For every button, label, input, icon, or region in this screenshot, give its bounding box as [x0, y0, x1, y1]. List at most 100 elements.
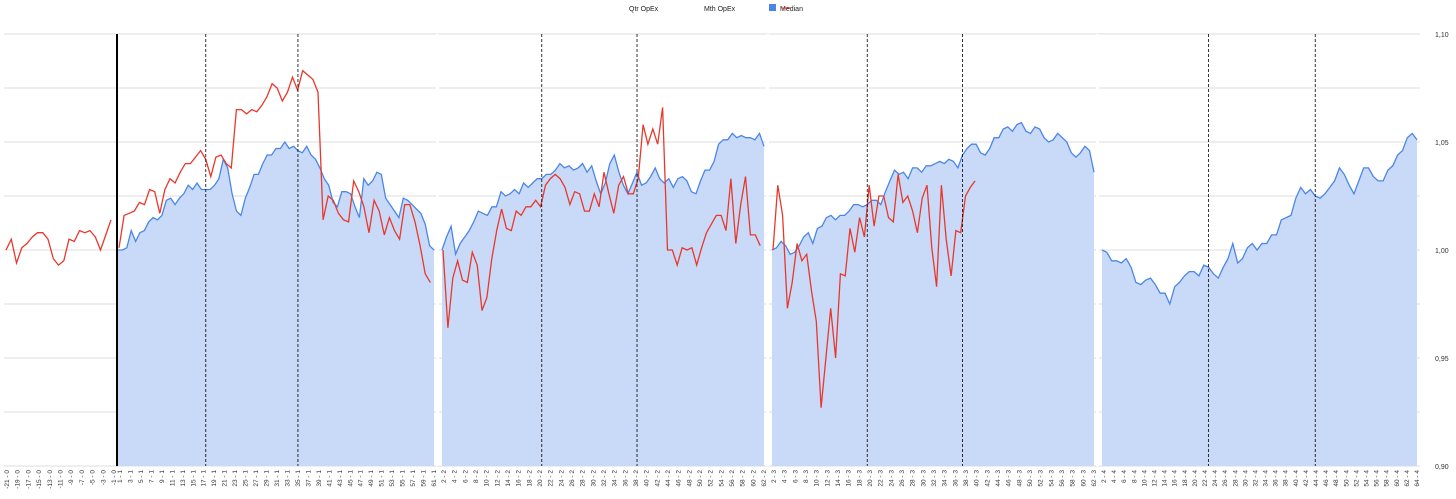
- median-area-series: [118, 121, 1418, 466]
- x-tick-label: 33 - 1: [285, 470, 292, 487]
- x-tick-label: 32 - 3: [931, 470, 938, 487]
- x-tick-label: 61 - 1: [431, 470, 438, 487]
- x-tick-label: 54 - 3: [1048, 470, 1055, 487]
- x-tick-label: 28 - 3: [910, 470, 917, 487]
- x-tick-label: 60 - 3: [1080, 470, 1087, 487]
- y-axis-ticks: 1,10 1,05 1,00 0,95 0,90: [1435, 32, 1449, 471]
- x-tick-label: 57 - 1: [410, 470, 417, 487]
- x-tick-label: 20 - 3: [867, 470, 874, 487]
- x-tick-label: 8 - 3: [803, 470, 810, 483]
- y-tick-label: 1,00: [1435, 248, 1449, 255]
- x-tick-label: 34 - 2: [612, 470, 619, 487]
- x-tick-label: 46 - 2: [676, 470, 683, 487]
- x-tick-label: 6 - 3: [792, 470, 799, 483]
- legend-label: Qtr OpEx: [629, 6, 659, 13]
- red-line: [772, 174, 976, 408]
- x-tick-label: 37 - 1: [305, 470, 312, 487]
- x-tick-label: 54 - 2: [718, 470, 725, 487]
- x-tick-label: 18 - 4: [1182, 470, 1189, 487]
- x-tick-label: 50 - 2: [697, 470, 704, 487]
- median-line: [441, 132, 765, 257]
- x-tick-label: 24 - 4: [1212, 470, 1219, 487]
- x-tick-label: 52 - 4: [1353, 470, 1360, 487]
- x-tick-label: 48 - 4: [1333, 470, 1340, 487]
- x-tick-label: -15 - 0: [36, 470, 43, 489]
- legend-item-0[interactable]: Qtr OpEx: [629, 6, 659, 13]
- x-tick-label: 42 - 3: [984, 470, 991, 487]
- x-tick-label: -11 - 0: [58, 470, 65, 489]
- x-tick-label: 16 - 2: [516, 470, 523, 487]
- x-tick-label: 19 - 1: [211, 470, 218, 487]
- segment-dividers: [116, 34, 1316, 466]
- x-tick-label: 38 - 4: [1283, 470, 1290, 487]
- x-tick-label: 39 - 1: [316, 470, 323, 487]
- median-area-fill: [1102, 133, 1417, 466]
- x-tick-label: 35 - 1: [295, 470, 302, 487]
- median-line: [771, 121, 1095, 256]
- x-tick-label: 50 - 3: [1027, 470, 1034, 487]
- x-tick-label: 38 - 2: [633, 470, 640, 487]
- red-line-series: [5, 69, 976, 408]
- x-tick-label: 55 - 1: [400, 470, 407, 487]
- x-tick-label: 16 - 4: [1172, 470, 1179, 487]
- x-tick-label: 42 - 4: [1303, 470, 1310, 487]
- x-tick-label: 52 - 3: [1038, 470, 1045, 487]
- red-line: [442, 107, 761, 328]
- x-tick-label: 32 - 4: [1253, 470, 1260, 487]
- x-tick-label: 23 - 1: [232, 470, 239, 487]
- x-tick-label: 26 - 2: [569, 470, 576, 487]
- x-tick-label: 6 - 4: [1121, 470, 1128, 483]
- x-tick-label: -21 - 0: [4, 470, 11, 489]
- x-tick-label: 56 - 3: [1059, 470, 1066, 487]
- x-tick-label: 27 - 1: [253, 470, 260, 487]
- x-tick-label: 58 - 2: [740, 470, 747, 487]
- x-tick-label: -5 - 0: [90, 470, 97, 486]
- x-tick-label: 12 - 3: [824, 470, 831, 487]
- x-tick-label: 46 - 3: [1006, 470, 1013, 487]
- x-tick-label: 48 - 2: [686, 470, 693, 487]
- x-tick-label: 48 - 3: [1016, 470, 1023, 487]
- x-tick-label: 34 - 3: [942, 470, 949, 487]
- x-tick-label: 2 - 2: [441, 470, 448, 483]
- x-tick-label: 13 - 1: [180, 470, 187, 487]
- x-tick-label: 11 - 1: [169, 470, 176, 487]
- x-tick-label: 16 - 3: [846, 470, 853, 487]
- x-tick-label: -9 - 0: [68, 470, 75, 486]
- x-tick-label: 56 - 4: [1374, 470, 1381, 487]
- x-tick-label: 1 - 1: [117, 470, 124, 483]
- x-tick-label: 47 - 1: [358, 470, 365, 487]
- x-tick-label: 20 - 4: [1192, 470, 1199, 487]
- x-tick-label: 60 - 4: [1394, 470, 1401, 487]
- x-tick-label: 60 - 2: [750, 470, 757, 487]
- x-tick-label: 17 - 1: [201, 470, 208, 487]
- legend-item-1[interactable]: Mth OpEx: [704, 6, 736, 13]
- x-tick-label: 6 - 2: [462, 470, 469, 483]
- x-tick-label: 2 - 3: [771, 470, 778, 483]
- median-area-fill: [442, 133, 764, 466]
- x-tick-label: 12 - 2: [494, 470, 501, 487]
- x-tick-label: 22 - 3: [878, 470, 885, 487]
- x-tick-label: 15 - 1: [190, 470, 197, 487]
- x-tick-label: 52 - 2: [708, 470, 715, 487]
- y-tick-label: 0,95: [1435, 356, 1449, 363]
- x-tick-label: 62 - 2: [761, 470, 768, 487]
- x-tick-label: 62 - 4: [1404, 470, 1411, 487]
- legend[interactable]: Qtr OpEx Mth OpEx Median: [629, 4, 803, 13]
- legend-label: Mth OpEx: [704, 6, 736, 13]
- y-tick-label: 1,05: [1435, 140, 1449, 147]
- x-tick-label: -3 - 0: [100, 470, 107, 486]
- y-tick-label: 0,90: [1435, 464, 1449, 471]
- x-tick-label: 38 - 3: [963, 470, 970, 487]
- x-tick-label: 10 - 3: [814, 470, 821, 487]
- x-tick-label: 64 - 4: [1414, 470, 1421, 487]
- x-tick-label: 14 - 3: [835, 470, 842, 487]
- legend-label: Median: [780, 6, 803, 13]
- x-tick-label: 41 - 1: [326, 470, 333, 487]
- x-tick-label: 42 - 2: [654, 470, 661, 487]
- x-tick-label: 10 - 4: [1141, 470, 1148, 487]
- x-tick-label: 12 - 4: [1152, 470, 1159, 487]
- segment-gap: [766, 34, 769, 466]
- x-tick-label: 58 - 3: [1070, 470, 1077, 487]
- legend-item-2[interactable]: Median: [769, 4, 803, 13]
